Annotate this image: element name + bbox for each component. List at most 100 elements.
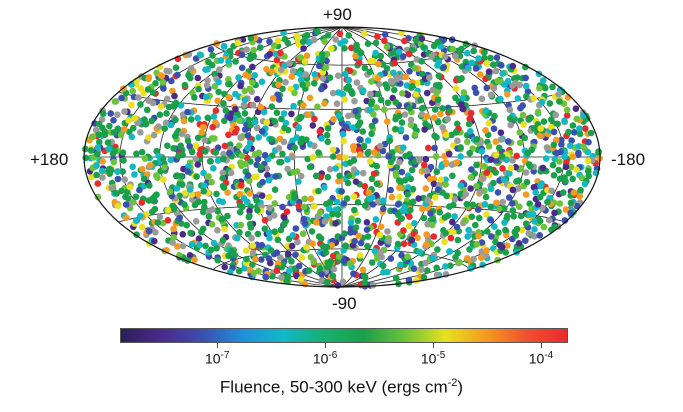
burst-point xyxy=(483,247,490,254)
burst-point xyxy=(516,203,523,210)
burst-point xyxy=(400,240,408,248)
burst-point xyxy=(406,213,413,220)
burst-point xyxy=(186,143,193,150)
burst-point xyxy=(457,190,465,198)
burst-point xyxy=(427,210,434,217)
burst-point xyxy=(314,103,321,111)
burst-point xyxy=(357,49,365,56)
burst-point xyxy=(359,87,367,94)
burst-point xyxy=(423,167,430,175)
burst-point xyxy=(526,200,533,207)
burst-point xyxy=(250,269,258,277)
burst-point xyxy=(428,221,436,229)
burst-point xyxy=(530,184,538,191)
burst-point xyxy=(434,96,442,103)
burst-point xyxy=(528,146,535,154)
burst-point xyxy=(105,145,113,153)
burst-point xyxy=(158,72,166,80)
colorbar-label-prefix: Fluence, 50-300 keV (ergs cm xyxy=(219,377,448,397)
burst-point xyxy=(234,39,242,47)
burst-point xyxy=(232,105,239,113)
burst-point xyxy=(400,144,407,151)
tick-exponent: -5 xyxy=(436,350,446,361)
burst-point xyxy=(468,59,476,67)
burst-point xyxy=(303,244,310,251)
burst-point xyxy=(303,52,311,59)
burst-point xyxy=(363,219,371,226)
burst-point xyxy=(517,165,525,172)
burst-point xyxy=(176,214,183,222)
burst-point xyxy=(169,87,176,95)
burst-point xyxy=(376,231,384,239)
burst-point xyxy=(178,130,186,138)
burst-point xyxy=(244,172,252,179)
burst-point xyxy=(392,170,400,177)
burst-point xyxy=(485,143,493,150)
burst-point xyxy=(514,185,522,192)
label-left: +180 xyxy=(30,150,69,169)
burst-point xyxy=(501,219,508,226)
burst-point xyxy=(209,206,216,213)
burst-point xyxy=(235,74,242,81)
burst-point xyxy=(504,212,511,220)
burst-point xyxy=(174,71,181,79)
burst-point xyxy=(219,237,227,244)
burst-point xyxy=(556,98,563,105)
burst-point xyxy=(356,151,364,158)
burst-point xyxy=(480,163,488,170)
burst-point xyxy=(148,208,156,216)
burst-point xyxy=(430,233,438,240)
burst-point xyxy=(364,149,371,157)
burst-point xyxy=(416,156,423,164)
burst-point xyxy=(300,203,308,211)
burst-point xyxy=(418,35,426,42)
burst-point xyxy=(170,145,177,152)
burst-point xyxy=(540,223,548,231)
burst-point xyxy=(433,134,440,141)
burst-point xyxy=(422,259,429,267)
burst-point xyxy=(350,143,358,150)
burst-point xyxy=(138,148,146,156)
burst-point xyxy=(412,91,420,98)
burst-point xyxy=(536,132,544,139)
burst-point xyxy=(433,89,441,97)
burst-point xyxy=(350,270,357,278)
burst-point xyxy=(384,118,391,125)
burst-point xyxy=(258,256,265,263)
burst-point xyxy=(361,273,369,281)
burst-point xyxy=(405,222,413,230)
burst-point xyxy=(225,58,232,65)
burst-point xyxy=(225,131,232,139)
burst-point xyxy=(351,206,358,214)
burst-point xyxy=(377,249,384,256)
burst-point xyxy=(483,169,491,176)
burst-point xyxy=(185,163,192,170)
burst-point xyxy=(160,85,167,92)
burst-point xyxy=(205,58,212,66)
burst-point xyxy=(366,195,374,203)
burst-point xyxy=(118,94,125,102)
burst-point xyxy=(497,95,504,103)
burst-point xyxy=(483,84,491,92)
colorbar-tick xyxy=(217,342,219,348)
colorbar-tick-label: 10-4 xyxy=(529,350,553,367)
burst-point xyxy=(544,198,551,206)
burst-point xyxy=(467,185,474,192)
burst-point xyxy=(215,88,222,96)
burst-point xyxy=(538,98,546,106)
burst-point xyxy=(478,95,486,102)
burst-point xyxy=(397,126,405,133)
burst-point xyxy=(395,112,403,120)
burst-point xyxy=(199,123,207,131)
burst-point xyxy=(128,133,136,141)
burst-point xyxy=(155,123,162,130)
burst-point xyxy=(140,175,148,183)
burst-point xyxy=(315,233,323,240)
burst-point xyxy=(131,171,138,178)
burst-point xyxy=(324,125,332,132)
burst-point xyxy=(464,233,472,240)
burst-point xyxy=(221,225,228,233)
burst-point xyxy=(503,231,510,239)
burst-point xyxy=(187,229,194,237)
burst-point xyxy=(396,184,403,191)
